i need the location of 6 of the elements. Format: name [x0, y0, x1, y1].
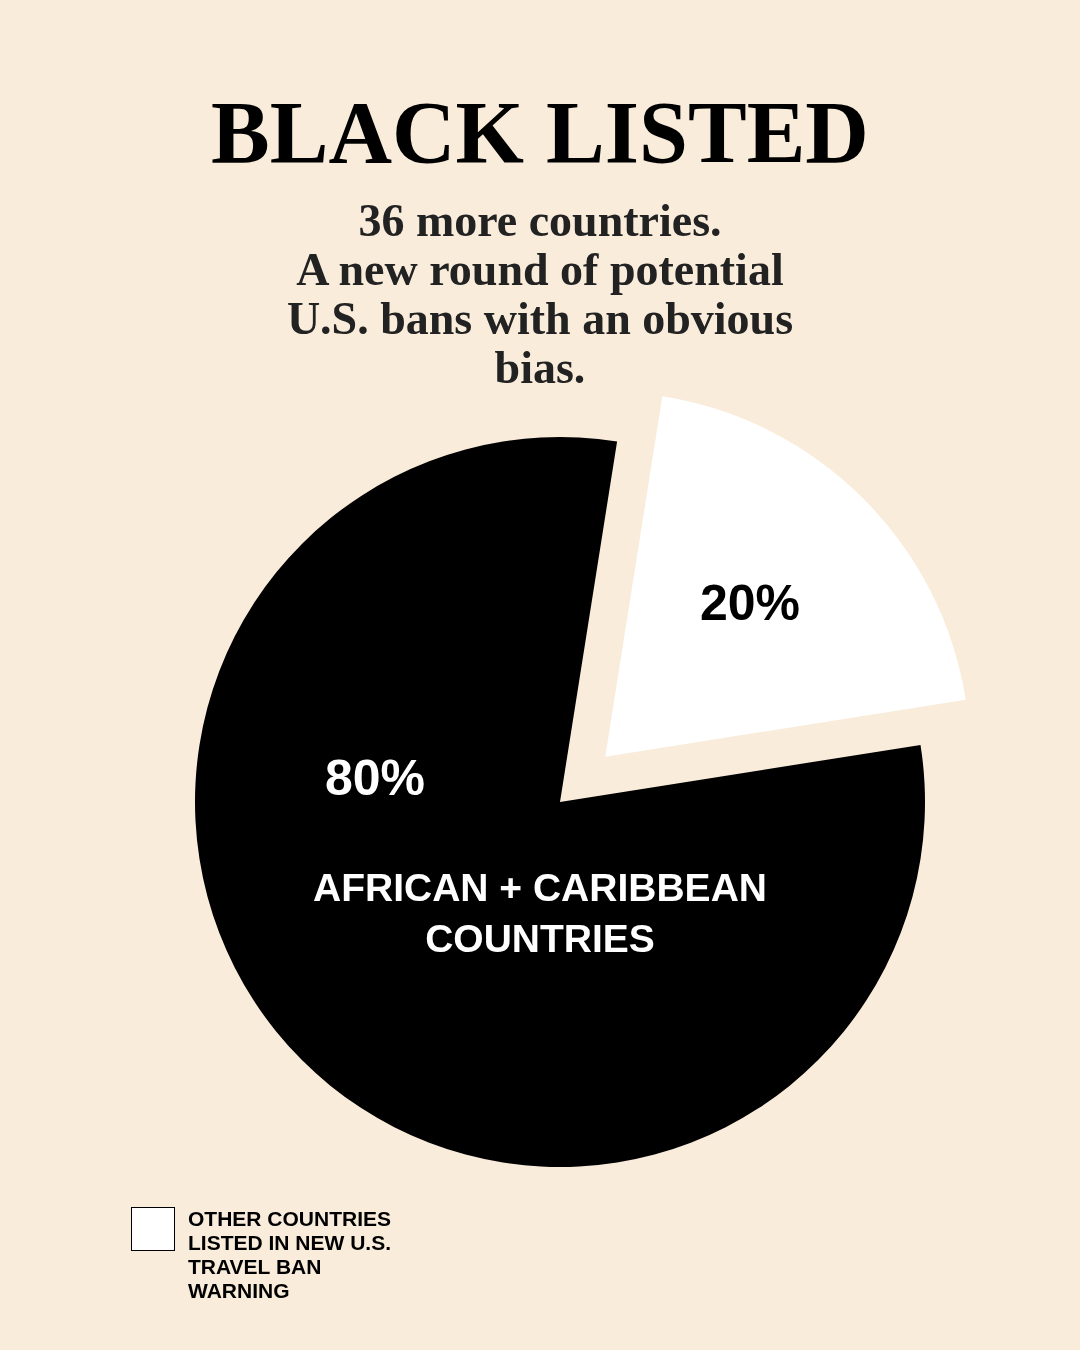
chart-title: BLACK LISTED [210, 83, 870, 183]
data-label: 20% [699, 575, 800, 632]
chart-subtitle: 36 more countries. A new round of potential U.S. bans with an obvious bias. [285, 195, 795, 393]
slice-label: AFRICAN + CARIBBEAN COUNTRIES [313, 866, 767, 960]
data-label: 80% [324, 750, 426, 806]
legend-label: OTHER COUNTRIES LISTED IN NEW U.S. TRAVEL BAN WARNING [188, 1207, 392, 1303]
